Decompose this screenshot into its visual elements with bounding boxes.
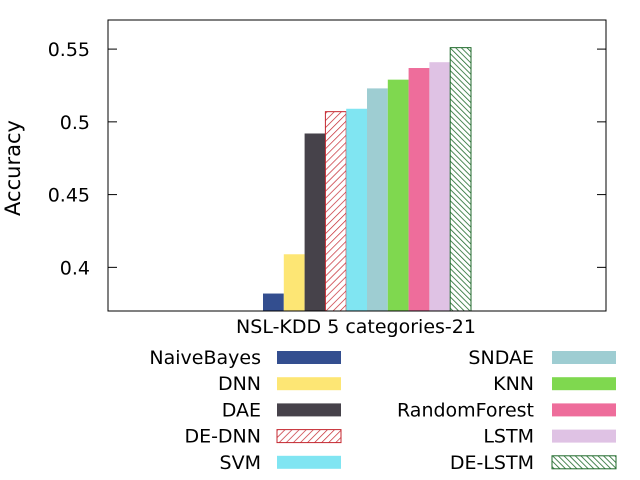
legend-swatch-randomforest <box>552 403 616 417</box>
legend-label-knn: KNN <box>493 373 534 395</box>
legend-swatch-sndae <box>552 351 616 364</box>
y-tick-label: 0.45 <box>48 185 90 207</box>
bar-naivebayes <box>263 293 284 311</box>
y-tick-label: 0.55 <box>48 39 90 61</box>
bar-de-lstm <box>449 47 472 312</box>
legend-swatch-knn <box>552 377 616 391</box>
bar-randomforest <box>408 68 430 311</box>
x-axis-label: NSL-KDD 5 categories-21 <box>236 316 476 338</box>
legend-label-de-lstm: DE-LSTM <box>450 452 534 474</box>
legend-label-de-dnn: DE-DNN <box>184 426 261 448</box>
legend-label-dae: DAE <box>222 399 261 421</box>
y-tick-label: 0.5 <box>60 112 90 134</box>
bar-svm <box>346 108 367 311</box>
legend-label-randomforest: RandomForest <box>397 399 534 421</box>
legend-swatch-svm <box>277 455 341 469</box>
legend-label-lstm: LSTM <box>483 426 534 448</box>
bar-sndae <box>367 88 388 311</box>
legend-swatch-lstm <box>552 429 616 443</box>
legend-label-sndae: SNDAE <box>468 347 534 369</box>
bar-knn <box>387 79 409 311</box>
legend-label-naivebayes: NaiveBayes <box>149 347 261 369</box>
bars <box>263 47 472 312</box>
legend-swatch-de-dnn <box>276 429 342 444</box>
legend: NaiveBayes DNN DAE DE-DNN SVM SNDAE KNN RandomF… <box>149 347 617 474</box>
legend-swatch-naivebayes <box>277 351 341 364</box>
legend-swatch-dae <box>277 403 341 417</box>
bar-lstm <box>429 62 451 311</box>
bar-dnn <box>283 254 305 311</box>
legend-swatch-dnn <box>277 377 341 391</box>
plot-frame <box>107 19 607 312</box>
legend-label-dnn: DNN <box>218 373 261 395</box>
y-axis-label: Accuracy <box>1 120 25 216</box>
bar-de-dnn <box>324 111 347 312</box>
legend-label-svm: SVM <box>220 452 261 474</box>
legend-swatch-de-lstm <box>551 455 617 470</box>
bar-dae <box>304 133 326 311</box>
y-axis: 0.4 0.45 0.5 0.55 <box>48 39 606 279</box>
y-tick-label: 0.4 <box>60 257 90 279</box>
